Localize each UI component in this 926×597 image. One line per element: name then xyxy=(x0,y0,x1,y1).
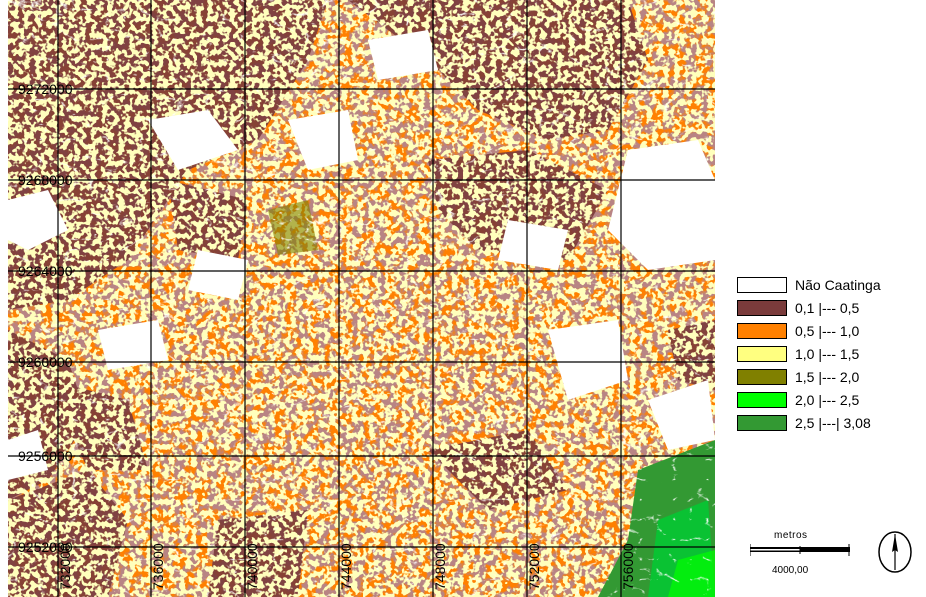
easting-label: 748000 xyxy=(432,543,448,590)
legend-item: Não Caatinga xyxy=(737,273,922,296)
easting-labels: 732000 736000 740000 744000 748000 752000 7560… xyxy=(57,543,636,590)
map-area: 9272000 9268000 9264000 9260000 9256000 92520… xyxy=(8,0,715,597)
scale-bar-graphic xyxy=(750,544,850,556)
map-raster: 9272000 9268000 9264000 9260000 9256000 92520… xyxy=(8,0,715,597)
legend-item: 2,5 |---| 3,08 xyxy=(737,411,922,434)
northing-label: 9268000 xyxy=(18,172,73,188)
legend-item: 2,0 |--- 2,5 xyxy=(737,388,922,411)
scale-value-label: 4000,00 xyxy=(772,565,809,576)
legend-swatch xyxy=(737,276,787,293)
easting-label: 732000 xyxy=(57,543,73,590)
legend-swatch xyxy=(737,414,787,431)
legend-item: 0,5 |--- 1,0 xyxy=(737,319,922,342)
legend-swatch xyxy=(737,368,787,385)
legend-item: 0,1 |--- 0,5 xyxy=(737,296,922,319)
legend-swatch xyxy=(737,299,787,316)
legend: Não Caatinga 0,1 |--- 0,5 0,5 |--- 1,0 1,0 … xyxy=(737,273,922,434)
north-arrow-icon xyxy=(875,528,915,576)
northing-label: 9260000 xyxy=(18,354,73,370)
easting-label: 756000 xyxy=(620,543,636,590)
scale-bar: metros 4000,00 xyxy=(750,530,850,580)
legend-swatch xyxy=(737,345,787,362)
raster-white-patches xyxy=(8,30,715,480)
legend-label: 0,5 |--- 1,0 xyxy=(795,322,860,339)
legend-item: 1,5 |--- 2,0 xyxy=(737,365,922,388)
northing-label: 9252000 xyxy=(18,539,73,555)
easting-label: 752000 xyxy=(526,543,542,590)
legend-label: 2,5 |---| 3,08 xyxy=(795,414,871,431)
legend-label: 1,5 |--- 2,0 xyxy=(795,368,860,385)
scale-unit-label: metros xyxy=(774,530,808,541)
raster-white-network xyxy=(8,0,715,597)
coordinate-grid xyxy=(8,0,715,597)
legend-swatch xyxy=(737,391,787,408)
legend-swatch xyxy=(737,322,787,339)
northing-label: 9272000 xyxy=(18,81,73,97)
legend-label: 2,0 |--- 2,5 xyxy=(795,391,860,408)
easting-label: 744000 xyxy=(338,543,354,590)
legend-label: 0,1 |--- 0,5 xyxy=(795,299,860,316)
legend-label: Não Caatinga xyxy=(795,276,881,293)
northing-label: 9256000 xyxy=(18,448,73,464)
legend-item: 1,0 |--- 1,5 xyxy=(737,342,922,365)
northing-label: 9264000 xyxy=(18,263,73,279)
legend-label: 1,0 |--- 1,5 xyxy=(795,345,860,362)
easting-label: 740000 xyxy=(244,543,260,590)
easting-label: 736000 xyxy=(150,543,166,590)
northing-labels: 9272000 9268000 9264000 9260000 9256000 92520… xyxy=(18,81,73,555)
